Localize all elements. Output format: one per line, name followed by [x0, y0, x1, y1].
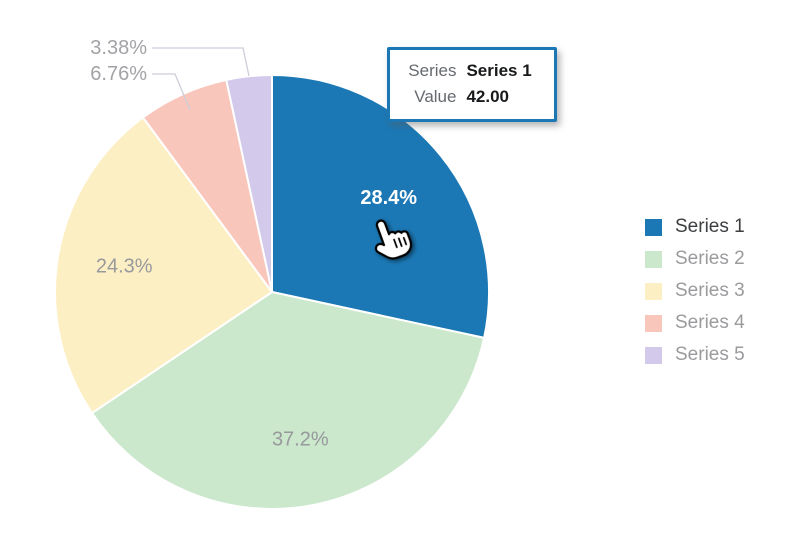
pie-slice-series-2[interactable] — [91, 291, 486, 510]
tooltip-series-value: Series 1 — [466, 61, 532, 80]
legend-item-series-4[interactable]: Series 4 — [645, 312, 745, 334]
legend-swatch-icon — [645, 218, 662, 236]
legend-label: Series 1 — [675, 216, 745, 237]
slice-percent-label: 37.2% — [272, 428, 329, 450]
legend-item-series-2[interactable]: Series 2 — [645, 248, 745, 270]
pie-labels: 28.4% 37.2% 24.3% 3.38% 6.76% — [90, 37, 417, 450]
legend-swatch-icon — [645, 250, 662, 268]
pie-slice-series-5[interactable] — [225, 74, 273, 293]
legend-label: Series 3 — [675, 280, 745, 301]
legend: Series 1 Series 2 Series 3 Series 4 Series 5 — [645, 216, 745, 376]
legend-label: Series 5 — [675, 344, 745, 365]
legend-item-series-1[interactable]: Series 1 — [645, 216, 745, 238]
legend-swatch-icon — [645, 282, 662, 300]
pie-slices — [54, 74, 490, 510]
legend-swatch-icon — [645, 346, 662, 364]
legend-label: Series 2 — [675, 248, 745, 269]
pie-slice-series-3[interactable] — [54, 116, 273, 415]
slice-percent-label-outside: 3.38% — [90, 37, 147, 59]
tooltip: Series Series 1 Value 42.00 — [387, 47, 557, 123]
pie-slice-series-1[interactable] — [271, 74, 490, 339]
label-leader-line — [152, 73, 191, 111]
tooltip-value-label: Value — [414, 87, 457, 107]
legend-swatch-icon — [645, 314, 662, 332]
legend-item-series-3[interactable]: Series 3 — [645, 280, 745, 302]
label-leader-line — [152, 47, 250, 77]
legend-item-series-5[interactable]: Series 5 — [645, 344, 745, 366]
slice-percent-label: 24.3% — [96, 256, 153, 278]
legend-label: Series 4 — [675, 312, 745, 333]
tooltip-series-label: Series — [408, 61, 457, 80]
slice-percent-label-outside: 6.76% — [90, 63, 147, 85]
slice-percent-label: 28.4% — [360, 187, 417, 209]
tooltip-value-value: 42.00 — [466, 87, 510, 107]
